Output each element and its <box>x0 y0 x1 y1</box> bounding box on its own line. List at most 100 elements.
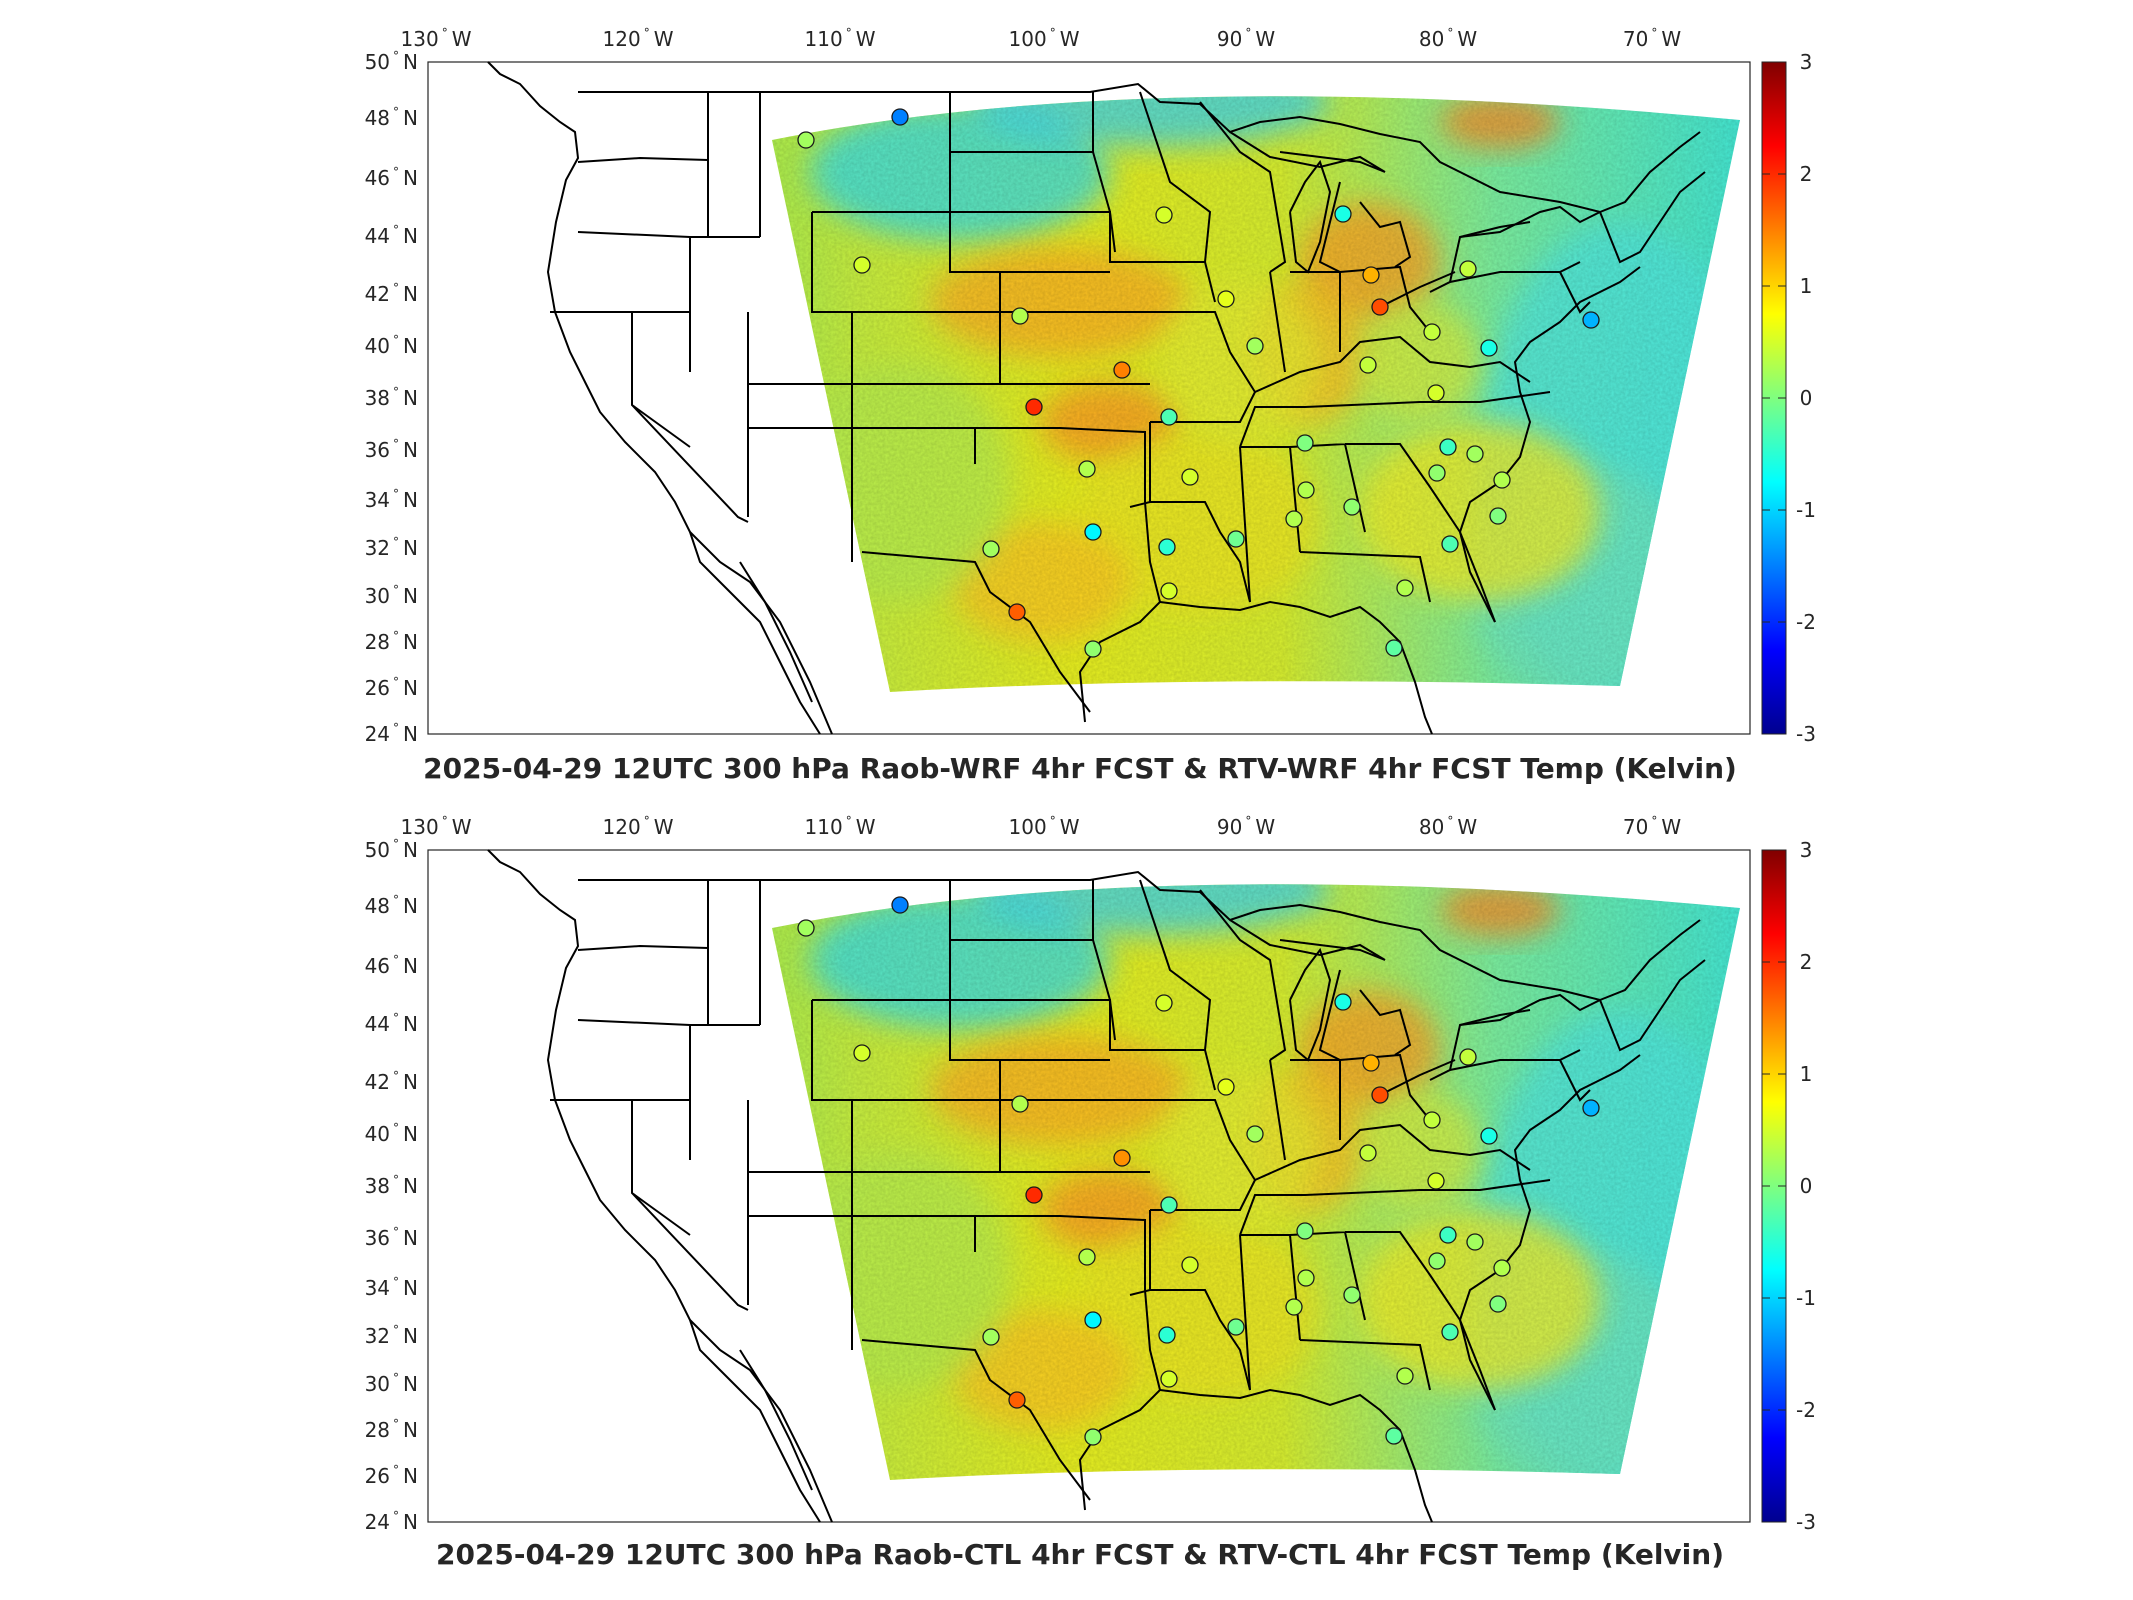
lat-tick-label: 44 ° N <box>365 1011 418 1036</box>
raob-station-marker <box>1493 1259 1511 1277</box>
raob-station-marker <box>1489 1295 1507 1313</box>
lat-tick-label: 40 ° N <box>365 333 418 358</box>
colorbar-tick-label: 2 <box>1800 162 1813 186</box>
lon-tick-label: 120 ° W <box>603 26 674 51</box>
raob-station-marker <box>1113 1149 1131 1167</box>
map-panel-top: 130 ° W 120 ° W 110 ° W 100 ° W 90 ° W 80 ° W 70 ° W 50 ° N 48 °… <box>365 26 1816 785</box>
lat-tick-label: 28 ° N <box>365 1417 418 1442</box>
lat-tick-labels: 50 ° N 48 ° N 46 ° N 44 ° N 42 ° N 40 ° N 38 ° N 36 ° N 34 ° N 32 ° N… <box>365 49 418 746</box>
raob-station-marker <box>1428 1252 1446 1270</box>
raob-station-marker <box>1582 1099 1600 1117</box>
lat-tick-label: 28 ° N <box>365 629 418 654</box>
forecast-diff-field <box>772 884 1740 1480</box>
raob-station-marker <box>1011 1095 1029 1113</box>
raob-station-marker <box>1297 1269 1315 1287</box>
lon-tick-labels: 130 ° W 120 ° W 110 ° W 100 ° W 90 ° W 80 ° W 70 ° W <box>401 26 1682 51</box>
raob-station-marker <box>1439 1226 1457 1244</box>
raob-station-marker <box>1385 1427 1403 1445</box>
raob-station-marker <box>1285 510 1303 528</box>
raob-station-marker <box>1427 1172 1445 1190</box>
raob-station-marker <box>1334 993 1352 1011</box>
raob-station-marker <box>1227 530 1245 548</box>
lat-tick-label: 48 ° N <box>365 105 418 130</box>
raob-station-marker <box>1078 460 1096 478</box>
raob-stations <box>797 896 1600 1446</box>
raob-station-marker <box>1084 640 1102 658</box>
lat-tick-label: 26 ° N <box>365 675 418 700</box>
raob-station-marker <box>1181 1256 1199 1274</box>
lon-tick-label: 110 ° W <box>805 26 876 51</box>
lat-tick-label: 36 ° N <box>365 1225 418 1250</box>
raob-station-marker <box>797 131 815 149</box>
state-boundaries <box>487 61 1706 735</box>
raob-station-marker <box>1008 603 1026 621</box>
raob-station-marker <box>1371 298 1389 316</box>
state-boundaries <box>487 849 1706 1523</box>
raob-station-marker <box>1359 1144 1377 1162</box>
lon-tick-label: 80 ° W <box>1419 814 1477 839</box>
lon-tick-label: 110 ° W <box>805 814 876 839</box>
colorbar-tick-label: 3 <box>1800 838 1813 862</box>
lat-tick-label: 48 ° N <box>365 893 418 918</box>
raob-station-marker <box>1246 337 1264 355</box>
lat-tick-label: 50 ° N <box>365 837 418 862</box>
raob-station-marker <box>1493 471 1511 489</box>
lat-tick-label: 40 ° N <box>365 1121 418 1146</box>
raob-station-marker <box>1396 1367 1414 1385</box>
lat-tick-label: 42 ° N <box>365 281 418 306</box>
lon-tick-label: 100 ° W <box>1009 26 1080 51</box>
colorbar-tick-label: -3 <box>1796 1510 1816 1534</box>
raob-station-marker <box>1362 266 1380 284</box>
raob-station-marker <box>1480 1127 1498 1145</box>
lon-tick-label: 90 ° W <box>1217 814 1275 839</box>
raob-station-marker <box>1441 1323 1459 1341</box>
lat-tick-label: 46 ° N <box>365 165 418 190</box>
colorbar-tick-label: -1 <box>1796 498 1816 522</box>
raob-station-marker <box>1011 307 1029 325</box>
lat-tick-label: 42 ° N <box>365 1069 418 1094</box>
colorbar-tick-label: -2 <box>1796 610 1816 634</box>
raob-station-marker <box>1158 538 1176 556</box>
raob-station-marker <box>1362 1054 1380 1072</box>
lat-tick-label: 38 ° N <box>365 385 418 410</box>
lon-tick-label: 120 ° W <box>603 814 674 839</box>
raob-station-marker <box>1427 384 1445 402</box>
raob-station-marker <box>1155 206 1173 224</box>
raob-station-marker <box>1025 398 1043 416</box>
lon-tick-labels: 130 ° W 120 ° W 110 ° W 100 ° W 90 ° W 80 ° W 70 ° W <box>401 814 1682 839</box>
raob-station-marker <box>1343 1286 1361 1304</box>
raob-station-marker <box>853 1044 871 1062</box>
lat-tick-label: 30 ° N <box>365 583 418 608</box>
raob-station-marker <box>1459 1048 1477 1066</box>
lat-tick-label: 32 ° N <box>365 1323 418 1348</box>
raob-station-marker <box>1227 1318 1245 1336</box>
colorbar: 3 2 1 0 -1 -2 -3 <box>1761 50 1816 746</box>
raob-station-marker <box>1296 1222 1314 1240</box>
lat-tick-label: 34 ° N <box>365 1275 418 1300</box>
raob-station-marker <box>1385 639 1403 657</box>
raob-station-marker <box>1441 535 1459 553</box>
raob-station-marker <box>891 108 909 126</box>
raob-station-marker <box>1078 1248 1096 1266</box>
panel-title: 2025-04-29 12UTC 300 hPa Raob-WRF 4hr FC… <box>423 752 1737 785</box>
lat-tick-label: 36 ° N <box>365 437 418 462</box>
raob-station-marker <box>1217 290 1235 308</box>
raob-station-marker <box>1466 445 1484 463</box>
raob-station-marker <box>1160 582 1178 600</box>
raob-station-marker <box>797 919 815 937</box>
lat-tick-label: 30 ° N <box>365 1371 418 1396</box>
lat-tick-label: 38 ° N <box>365 1173 418 1198</box>
raob-station-marker <box>1113 361 1131 379</box>
raob-stations <box>797 108 1600 658</box>
raob-station-marker <box>1084 1311 1102 1329</box>
panel-title: 2025-04-29 12UTC 300 hPa Raob-CTL 4hr FC… <box>436 1538 1724 1571</box>
raob-station-marker <box>1217 1078 1235 1096</box>
raob-station-marker <box>1025 1186 1043 1204</box>
colorbar-tick-labels: 3 2 1 0 -1 -2 -3 <box>1762 838 1816 1534</box>
lat-tick-label: 26 ° N <box>365 1463 418 1488</box>
raob-station-marker <box>1297 481 1315 499</box>
lat-tick-label: 32 ° N <box>365 535 418 560</box>
raob-station-marker <box>1160 408 1178 426</box>
raob-station-marker <box>1285 1298 1303 1316</box>
colorbar-tick-label: 1 <box>1800 274 1813 298</box>
